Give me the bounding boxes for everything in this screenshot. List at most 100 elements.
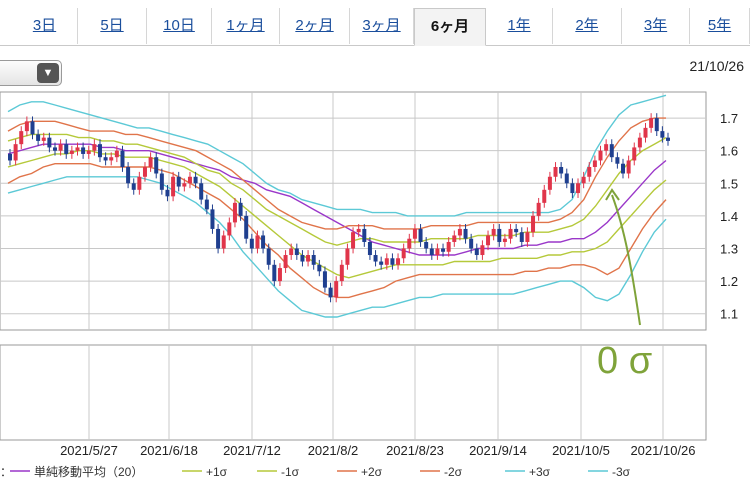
candle-body — [429, 248, 434, 256]
legend-label-2: -1σ — [281, 465, 300, 479]
tab-4[interactable]: 2ヶ月 — [280, 8, 350, 44]
legend-label-0: 単純移動平均（20） — [34, 465, 143, 479]
tab-9[interactable]: 3年 — [622, 8, 690, 44]
x-tick-label: 2021/10/5 — [552, 443, 610, 458]
candle-body — [142, 166, 147, 177]
tab-0[interactable]: 3日 — [12, 8, 78, 44]
candle-body — [261, 235, 266, 249]
candle-body — [637, 137, 642, 148]
candle-body — [531, 215, 536, 233]
candle-body — [81, 147, 86, 154]
candle-body — [47, 137, 52, 148]
tab-7[interactable]: 1年 — [486, 8, 553, 44]
tab-1[interactable]: 5日 — [78, 8, 147, 44]
candle-body — [469, 238, 474, 249]
candle-body — [114, 150, 119, 158]
candle-body — [322, 271, 327, 288]
candle-body — [564, 173, 569, 184]
series-line-1 — [7, 133, 667, 246]
tab-5[interactable]: 3ヶ月 — [350, 8, 414, 44]
tab-6[interactable]: 6ヶ月 — [414, 8, 486, 46]
candle-body — [244, 215, 249, 239]
candle-body — [131, 183, 136, 190]
candle-body — [328, 287, 333, 298]
candle-body — [446, 241, 451, 252]
candle-body — [666, 137, 670, 141]
tab-2[interactable]: 10日 — [147, 8, 212, 44]
candle-body — [165, 189, 170, 197]
candle-body — [19, 131, 24, 145]
candle-body — [604, 144, 609, 151]
candle-body — [542, 189, 547, 203]
legend-label-5: +3σ — [529, 465, 551, 479]
candle-body — [587, 166, 592, 177]
candle-body — [525, 232, 530, 242]
latest-date: 21/10/26 — [689, 58, 745, 74]
legend-label-3: +2σ — [361, 465, 383, 479]
candle-body — [294, 248, 299, 256]
candle-body — [277, 268, 282, 282]
candle-body — [36, 134, 41, 141]
candle-body — [306, 255, 311, 262]
candle-body — [457, 228, 462, 236]
legend-label-6: -3σ — [612, 465, 631, 479]
y-tick-label: 1.1 — [720, 307, 738, 322]
tab-3[interactable]: 1ヶ月 — [212, 8, 280, 44]
candle-body — [311, 255, 316, 265]
candle-body — [126, 166, 131, 184]
annotation-arrowhead — [605, 188, 620, 201]
candle-body — [452, 235, 457, 242]
annotation-label: 0 σ — [597, 340, 652, 382]
candle-body — [407, 238, 412, 249]
candle-body — [52, 147, 57, 151]
candle-body — [120, 150, 125, 167]
candle-body — [154, 157, 159, 174]
x-tick-label: 2021/8/23 — [386, 443, 444, 458]
candle-body — [171, 176, 176, 197]
candle-body — [41, 137, 46, 141]
candle-body — [592, 160, 597, 167]
series-line-5 — [7, 94, 667, 217]
chevron-down-icon[interactable]: ▼ — [37, 63, 59, 83]
indicator-dropdown[interactable]: ▼ — [0, 60, 62, 86]
y-tick-label: 1.3 — [720, 241, 738, 256]
candle-body — [491, 228, 496, 236]
candle-body — [649, 118, 654, 128]
x-tick-label: 2021/10/26 — [630, 443, 695, 458]
legend-prefix: ： — [0, 465, 12, 479]
candle-body — [199, 183, 204, 200]
y-tick-label: 1.6 — [720, 144, 738, 159]
candle-body — [609, 144, 614, 158]
candle-body — [547, 176, 552, 190]
sub-panel-frame — [0, 344, 707, 441]
candle-body — [570, 183, 575, 194]
candle-body — [339, 264, 344, 282]
candle-body — [334, 281, 339, 298]
candle-body — [159, 173, 164, 190]
candle-body — [643, 127, 648, 138]
candle-body — [92, 144, 97, 151]
candle-body — [232, 202, 237, 223]
x-tick-label: 2021/5/27 — [60, 443, 118, 458]
candle-body — [137, 176, 142, 190]
y-tick-label: 1.5 — [720, 176, 738, 191]
candle-body — [497, 228, 502, 242]
candle-body — [486, 235, 491, 246]
period-tabs: 3日 5日 10日 1ヶ月 2ヶ月 3ヶ月 6ヶ月 1年 2年 3年 5年 — [0, 0, 750, 46]
candle-body — [210, 209, 215, 229]
candle-body — [97, 144, 102, 158]
candle-body — [266, 248, 271, 265]
y-tick-label: 1.4 — [720, 209, 738, 224]
candle-body — [13, 144, 18, 161]
candle-body — [300, 255, 305, 262]
tab-8[interactable]: 2年 — [553, 8, 622, 44]
candle-body — [221, 235, 226, 249]
candle-body — [227, 222, 232, 236]
y-tick-label: 1.7 — [720, 111, 738, 126]
series-line-3 — [7, 117, 666, 230]
candle-body — [8, 153, 12, 161]
candle-body — [435, 248, 440, 256]
candle-body — [351, 232, 356, 249]
candle-body — [109, 157, 114, 161]
